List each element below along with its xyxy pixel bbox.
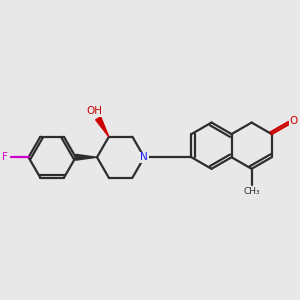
Text: CH₃: CH₃ bbox=[243, 187, 260, 196]
Text: OH: OH bbox=[86, 106, 102, 116]
Polygon shape bbox=[76, 154, 97, 160]
Text: O: O bbox=[290, 116, 298, 127]
Text: N: N bbox=[140, 152, 148, 162]
Text: F: F bbox=[2, 152, 8, 162]
Polygon shape bbox=[96, 117, 109, 137]
